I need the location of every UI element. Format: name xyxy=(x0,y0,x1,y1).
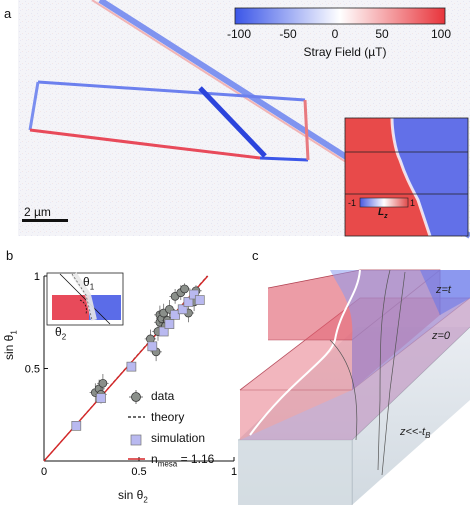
mesa-wall-segment xyxy=(198,86,267,158)
mesa-top-edge xyxy=(37,80,306,102)
legend-theory-label: theory xyxy=(151,410,185,424)
panel-a-letter: a xyxy=(4,6,12,21)
plot-marks xyxy=(43,275,209,462)
x-tick-label: 0 xyxy=(41,466,47,478)
blue-domain xyxy=(240,270,470,440)
label-z-deep: z<<-tB xyxy=(400,426,431,441)
simulation-point xyxy=(177,304,188,315)
mesa-left-edge xyxy=(28,81,40,131)
simulation-point xyxy=(96,393,106,403)
simulation-point xyxy=(164,319,175,329)
wall-line-1 xyxy=(377,269,391,471)
plot-axes: 0 0.5 0.5 1 1 xyxy=(25,271,237,478)
data-point xyxy=(180,284,189,294)
mesa-right-edge xyxy=(303,99,310,161)
simulation-point xyxy=(126,361,137,372)
scalebar-label: 2 µm xyxy=(24,205,51,219)
legend-data-label: data xyxy=(151,389,175,403)
x-tick-label: 1 xyxy=(231,466,237,478)
inset-theta2-label: θ2 xyxy=(55,325,67,342)
panel-b-letter: b xyxy=(6,248,14,263)
wall-line-2 xyxy=(381,271,406,476)
simulation-point xyxy=(147,341,158,352)
panel-a-image xyxy=(18,0,470,239)
simulation-point xyxy=(194,295,205,305)
data-point xyxy=(98,378,108,388)
label-z-0: z=0 xyxy=(432,330,451,342)
panel-c-letter: c xyxy=(252,248,259,263)
inset-colorbar-max: 1 xyxy=(410,198,416,208)
inset-label: Lz xyxy=(378,207,388,220)
domain-wall-curve xyxy=(249,269,361,436)
mesa-bottom-edge-blue xyxy=(259,156,309,162)
x-axis-label: sin θ2 xyxy=(118,488,148,505)
y-axis-label: sin θ1 xyxy=(2,330,19,360)
colorbar-tick-0: -100 xyxy=(226,27,252,41)
inset-theta1-label: θ1 xyxy=(83,275,95,292)
legend-simulation-label: simulation xyxy=(151,431,206,445)
wall-line-3 xyxy=(329,339,358,441)
label-z-t: z=t xyxy=(436,284,451,296)
angle-inset xyxy=(46,272,124,326)
inset-colorbar xyxy=(359,197,409,208)
legend-fit-label: nmesa = 1.16 xyxy=(151,452,215,469)
legend-simulation-marker xyxy=(130,434,142,446)
colorbar-tick-1: -50 xyxy=(279,27,297,41)
scalebar xyxy=(22,219,68,222)
colorbar-tick-2: 0 xyxy=(331,27,339,41)
simulation-point xyxy=(158,326,169,337)
chart-legend xyxy=(128,390,145,460)
y-tick-label: 0.5 xyxy=(25,364,40,376)
colorbar-title: Stray Field (µT) xyxy=(303,45,387,59)
colorbar-tick-3: 50 xyxy=(375,27,389,41)
lz-inset xyxy=(344,117,469,237)
legend-data-marker xyxy=(131,392,141,402)
mesa-bottom-edge-red xyxy=(29,128,261,160)
simulation-point xyxy=(170,309,180,320)
colorbar xyxy=(234,7,446,25)
simulation-point xyxy=(71,421,82,431)
panel-c-diagram xyxy=(238,269,470,505)
inset-colorbar-min: -1 xyxy=(348,198,357,208)
simulation-point xyxy=(189,289,199,300)
simulation-point xyxy=(183,297,194,307)
y-tick-label: 1 xyxy=(34,271,40,283)
colorbar-tick-4: 100 xyxy=(430,27,452,41)
x-tick-label: 0.5 xyxy=(131,466,146,478)
scatter-chart: 0 0.5 0.5 1 1 xyxy=(25,271,237,478)
